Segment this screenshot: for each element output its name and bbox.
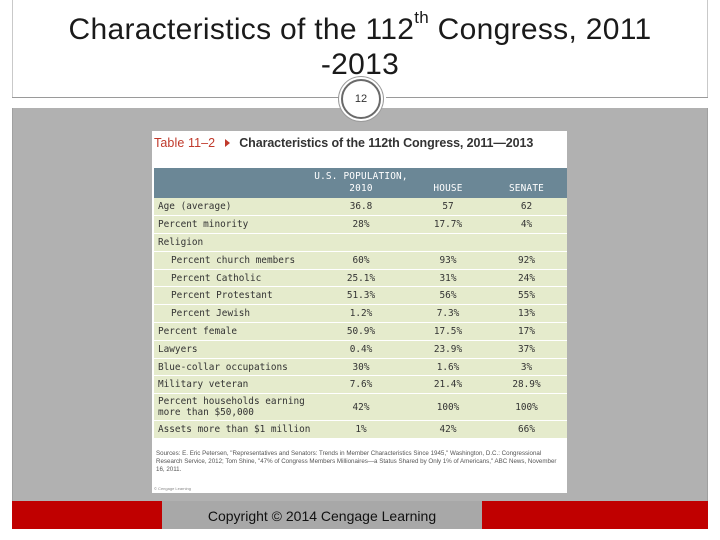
row-label: Percent Jewish [154,304,312,324]
row-label: Military veteran [154,375,312,395]
table-cell: 28.9% [486,375,567,395]
row-label: Percent Protestant [154,286,312,306]
table-cell: 4% [486,215,567,235]
table-row: Religion [154,233,567,252]
table-cell: 66% [486,420,567,440]
figure-table-label: Table 11–2 [154,136,216,150]
table-cell [312,233,410,252]
table-cell: 21.4% [410,375,486,395]
table-cell: 13% [486,304,567,324]
table-cell: 7.6% [312,375,410,395]
title-part1: Characteristics of the 112 [68,13,415,46]
row-label: Lawyers [154,340,312,359]
column-header: SENATE [486,168,567,198]
row-label: Percent female [154,322,312,341]
row-label: Age (average) [154,198,312,217]
header-divider-left [12,97,342,98]
triangle-arrow-icon [225,139,231,147]
table-cell: 1% [312,420,410,440]
table-cell: 7.3% [410,304,486,324]
table-cell: 42% [410,420,486,440]
row-label: Religion [154,233,312,252]
footer-bar: Copyright © 2014 Cengage Learning [12,501,708,529]
table-row: Percent minority 28% 17.7% 4% [154,215,567,235]
table-cell: 62 [486,198,567,217]
table-row: Percent Protestant 51.3% 56% 55% [154,286,567,306]
table-cell: 31% [410,269,486,288]
title-line2: -2013 [320,48,400,81]
slide-header: Characteristics of the 112th Congress, 2… [12,0,708,97]
table-cell: 37% [486,340,567,359]
page-number-badge: 12 [341,79,381,119]
table-row: Percent households earning more than $50… [154,393,567,422]
table-cell: 42% [312,393,410,422]
table-cell: 56% [410,286,486,306]
row-label: Percent minority [154,215,312,235]
slide-title: Characteristics of the 112th Congress, 2… [12,0,708,82]
table-row: Military veteran 7.6% 21.4% 28.9% [154,375,567,395]
table-cell: 100% [410,393,486,422]
column-header [154,168,312,198]
table-cell: 30% [312,358,410,377]
header-border-left [12,0,13,97]
table-body: Age (average) 36.8 57 62 Percent minority 28%… [154,198,567,440]
table-row: Lawyers 0.4% 23.9% 37% [154,340,567,359]
table-row: Percent Jewish 1.2% 7.3% 13% [154,304,567,324]
table-cell: 92% [486,251,567,270]
header-divider-right [386,97,708,98]
table-cell: 93% [410,251,486,270]
table-cell: 36.8 [312,198,410,217]
table-figure: Table 11–2 Characteristics of the 112th … [152,131,567,493]
figure-source-note: Sources: E. Eric Petersen, "Representati… [156,450,557,473]
table-cell: 23.9% [410,340,486,359]
row-label: Percent church members [154,251,312,270]
table-cell [486,233,567,252]
column-header: U.S. POPULATION, 2010 [312,168,410,198]
table-cell: 100% [486,393,567,422]
table-row: Percent female 50.9% 17.5% 17% [154,322,567,341]
table-header-row: U.S. POPULATION, 2010 HOUSE SENATE [154,168,567,198]
table-cell: 24% [486,269,567,288]
figure-credit: © Cengage Learning [154,486,191,491]
table-cell: 1.2% [312,304,410,324]
figure-title-row: Table 11–2 Characteristics of the 112th … [152,131,567,155]
table-row: Assets more than $1 million 1% 42% 66% [154,420,567,440]
title-part2: Congress, 2011 [429,13,652,46]
table-cell: 55% [486,286,567,306]
table-cell: 17.5% [410,322,486,341]
table-row: Percent Catholic 25.1% 31% 24% [154,269,567,288]
row-label: Percent households earning more than $50… [154,393,312,422]
table-cell: 17% [486,322,567,341]
table-cell: 1.6% [410,358,486,377]
table-row: Age (average) 36.8 57 62 [154,198,567,217]
row-label: Blue-collar occupations [154,358,312,377]
table-cell: 25.1% [312,269,410,288]
copyright-text: Copyright © 2014 Cengage Learning [162,501,482,529]
characteristics-table: U.S. POPULATION, 2010 HOUSE SENATE Age (… [154,168,567,440]
table-row: Percent church members 60% 93% 92% [154,251,567,270]
table-cell: 60% [312,251,410,270]
table-row: Blue-collar occupations 30% 1.6% 3% [154,358,567,377]
table-cell: 17.7% [410,215,486,235]
table-cell: 51.3% [312,286,410,306]
table-cell: 28% [312,215,410,235]
row-label: Percent Catholic [154,269,312,288]
table-cell: 0.4% [312,340,410,359]
header-border-right [707,0,708,97]
table-cell: 50.9% [312,322,410,341]
table-cell: 57 [410,198,486,217]
table-cell: 3% [486,358,567,377]
table-cell [410,233,486,252]
title-superscript: th [414,8,430,27]
row-label: Assets more than $1 million [154,420,312,440]
figure-title: Characteristics of the 112th Congress, 2… [239,136,534,150]
column-header: HOUSE [410,168,486,198]
